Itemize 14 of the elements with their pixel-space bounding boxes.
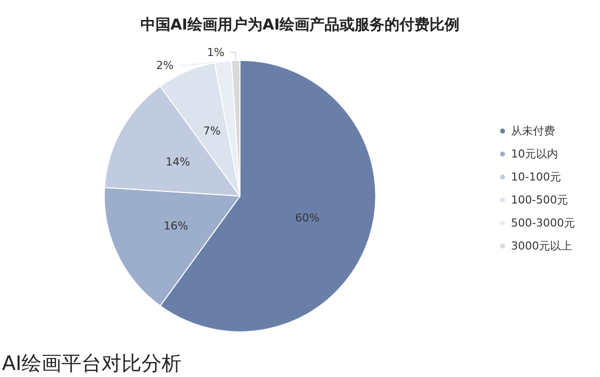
legend-label: 10元以内	[511, 148, 558, 160]
data-label: 7%	[203, 124, 221, 138]
data-label: 14%	[166, 155, 190, 168]
data-label: 1%	[207, 46, 224, 59]
data-label: 2%	[156, 58, 174, 72]
legend-label: 500-3000元	[511, 216, 576, 230]
legend-label: 100-500元	[511, 194, 568, 206]
legend-label: 从未付费	[511, 124, 556, 138]
legend-label: 3000元以上	[511, 240, 572, 252]
data-label: 60%	[295, 211, 320, 224]
data-label: 16%	[164, 220, 188, 233]
chart-title: 中国AI绘画用户为AI绘画产品或服务的付费比例	[140, 16, 460, 34]
legend-label: 10-100元	[511, 170, 562, 184]
text: AI绘画平台对比分析	[2, 351, 182, 375]
